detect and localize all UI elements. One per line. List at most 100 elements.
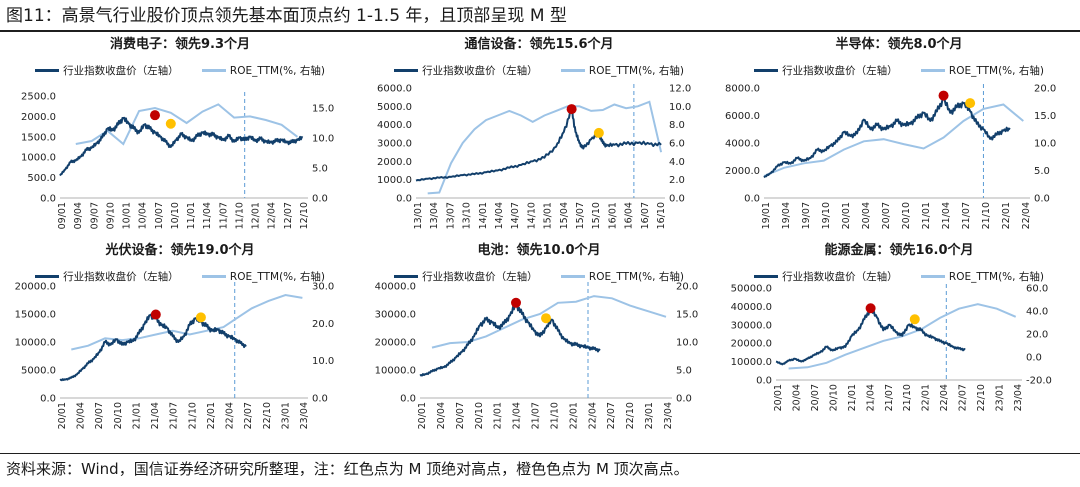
y-right-tick-label: 2.0 [669,175,685,186]
y-right-tick-label: 10.0 [312,356,334,367]
y-left-tick-label: 0.0 [744,194,760,205]
y-right-tick-label: 0.0 [669,194,685,205]
y-right-tick-label: 5.0 [312,164,328,175]
chart-title: 光伏设备：领先19.0个月 [105,243,255,258]
x-tick-label: 21/10 [549,402,560,429]
chart-plot: 0.0 10000.0 20000.0 30000.0 40000.0 50000.0 -2… [731,284,1052,412]
y-left-tick-label: 4000.0 [377,120,412,131]
peak-primary-dot [150,309,161,320]
x-tick-label: 19/10 [821,202,832,229]
y-right-tick-label: 8.0 [669,120,685,131]
legend-label-index: 行业指数收盘价（左轴） [63,270,179,283]
y-left-tick-label: 1000.0 [21,153,56,164]
x-tick-label: 10/04 [138,202,149,229]
x-tick-label: 22/01 [1001,202,1012,229]
peak-secondary-dot [909,314,920,325]
y-left-tick-label: 1000.0 [377,175,412,186]
x-tick-label: 12/07 [283,202,294,229]
chart-legend: 行业指数收盘价（左轴） ROE_TTM(%, 右轴) [360,268,718,284]
chart-title: 能源金属：领先16.0个月 [824,243,974,258]
y-left-tick-label: 2000.0 [377,157,412,168]
x-tick-label: 20/01 [841,202,852,229]
x-tick-label: 11/07 [218,202,229,229]
x-tick-label: 21/07 [169,402,180,429]
peak-secondary-dot [541,313,551,324]
x-tick-label: 22/04 [1021,202,1032,229]
x-tick-label: 11/01 [186,202,197,229]
peak-secondary-dot [195,312,206,323]
legend-label-index: 行业指数收盘价（左轴） [782,64,898,77]
x-tick-label: 23/04 [299,402,310,429]
chart-legend: 行业指数收盘价（左轴） ROE_TTM(%, 右轴) [360,62,718,78]
chart-panel-telecom-equipment: 通信设备：领先15.6个月 行业指数收盘价（左轴） ROE_TTM(%, 右轴)… [360,34,718,241]
legend-swatch-index [754,69,779,72]
index-series-line [775,308,966,366]
roe-series-line [427,100,663,195]
x-tick-label: 21/01 [921,202,932,229]
y-right-tick-label: 6.0 [669,139,685,150]
legend-label-roe: ROE_TTM(%, 右轴) [588,270,684,283]
legend-label-index: 行业指数收盘价（左轴） [422,64,538,77]
x-tick-label: 16/04 [624,202,635,229]
x-tick-label: 22/07 [243,402,254,429]
legend-label-roe: ROE_TTM(%, 右轴) [229,270,325,283]
y-right-tick-label: 20.0 [676,282,698,293]
y-left-tick-label: 3000.0 [377,139,412,150]
roe-series-line [75,103,299,146]
top-rule [0,30,1080,32]
x-tick-label: 13/01 [413,202,424,229]
x-tick-label: 20/04 [76,402,87,429]
y-left-tick-label: 2000.0 [725,166,760,177]
y-right-tick-label: 20.0 [1034,84,1056,95]
y-left-tick-label: 10000.0 [731,357,772,368]
x-tick-label: 23/04 [1013,384,1024,411]
x-tick-label: 10/01 [122,202,133,229]
x-tick-label: 21/07 [961,202,972,229]
x-tick-label: 13/04 [429,202,440,229]
y-left-tick-label: 30000.0 [375,310,416,321]
y-right-tick-label: 30.0 [312,282,334,293]
legend-label-roe: ROE_TTM(%, 右轴) [948,270,1044,283]
y-right-tick-label: 15.0 [1034,111,1056,122]
chart-plot: 0.0 10000.0 20000.0 30000.0 40000.0 0.0 5.0 10.… [375,282,699,430]
x-tick-label: 12/01 [251,202,262,229]
legend-label-roe: ROE_TTM(%, 右轴) [948,64,1044,77]
x-tick-label: 09/10 [105,202,116,229]
x-tick-label: 20/07 [94,402,105,429]
y-left-tick-label: 10000.0 [15,338,56,349]
x-tick-label: 11/04 [202,202,213,229]
x-tick-label: 14/01 [478,202,489,229]
y-left-tick-label: 1500.0 [21,132,56,143]
x-tick-label: 22/01 [206,402,217,429]
y-right-tick-label: 20.0 [1026,330,1048,341]
x-tick-label: 20/10 [901,202,912,229]
y-left-tick-label: 0.0 [40,394,56,405]
legend-swatch-roe [920,69,945,72]
chart-title: 半导体：领先8.0个月 [835,37,963,52]
legend-swatch-roe [560,69,585,72]
x-tick-label: 14/10 [526,202,537,229]
y-right-tick-label: 12.0 [669,84,691,95]
x-tick-label: 21/01 [493,402,504,429]
y-right-tick-label: 10.0 [676,338,698,349]
source-note: 资料来源：Wind，国信证券经济研究所整理，注：红色点为 M 顶绝对高点，橙色色… [6,460,689,478]
peak-primary-dot [149,110,160,121]
x-tick-label: 22/01 [568,402,579,429]
legend-swatch-index [394,69,419,72]
y-right-tick-label: 40.0 [1026,307,1048,318]
x-tick-label: 21/10 [981,202,992,229]
legend-swatch-roe [201,275,226,278]
x-tick-label: 09/01 [57,202,68,229]
legend-label-index: 行业指数收盘价（左轴） [422,270,538,283]
legend-label-index: 行业指数收盘价（左轴） [782,270,898,283]
x-tick-label: 19/07 [801,202,812,229]
chart-panel-batteries: 电池：领先10.0个月 行业指数收盘价（左轴） ROE_TTM(%, 右轴) 0… [360,240,718,450]
x-tick-label: 22/04 [939,384,950,411]
x-tick-label: 21/07 [531,402,542,429]
y-right-tick-label: 15.0 [676,310,698,321]
legend-swatch-index [35,275,60,278]
roe-series-line [71,293,303,351]
y-right-tick-label: 0.0 [312,394,328,405]
y-left-tick-label: 4000.0 [725,139,760,150]
x-tick-label: 12/04 [267,202,278,229]
